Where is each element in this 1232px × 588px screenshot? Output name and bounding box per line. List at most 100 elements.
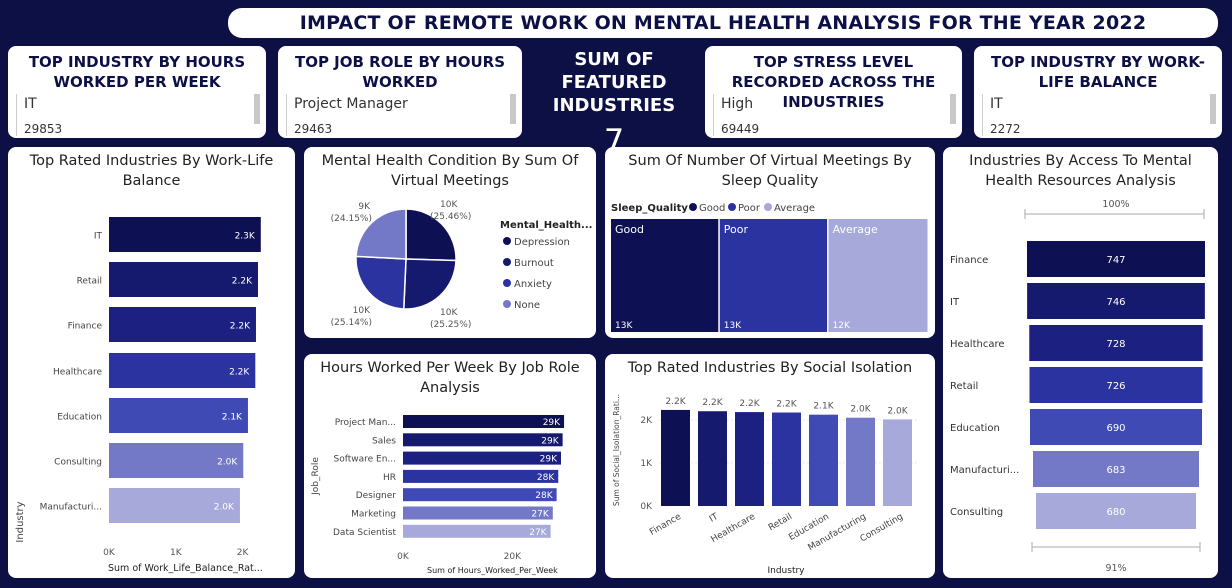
category-label: Healthcare — [53, 368, 103, 378]
legend-title: Sleep_Quality — [611, 203, 688, 214]
legend-marker — [503, 237, 511, 245]
kpi-title: TOP INDUSTRY BY HOURS WORKED PER WEEK — [28, 53, 246, 91]
data-label: 2.2K — [229, 368, 250, 378]
y-tick-label: 2K — [640, 416, 653, 426]
kpi-top-industry-hours[interactable]: TOP INDUSTRY BY HOURS WORKED PER WEEK IT… — [8, 46, 266, 138]
category-label: Marketing — [351, 510, 396, 520]
slice-value-label: 10K — [353, 306, 371, 316]
y-tick-label: 1K — [640, 459, 653, 469]
category-label: Consulting — [54, 458, 102, 468]
bottom-percent-label: 91% — [1105, 563, 1126, 574]
treemap-tile — [611, 219, 719, 332]
top-percent-label: 100% — [1102, 199, 1129, 210]
legend-label: Good — [699, 203, 725, 214]
category-label: Retail — [950, 381, 978, 392]
kpi-value: IT — [990, 96, 1003, 112]
y-tick-label: 0K — [640, 502, 653, 512]
x-tick-label: 20K — [504, 552, 522, 562]
category-label: Data Scientist — [333, 528, 396, 538]
legend-marker — [764, 203, 772, 211]
kpi-scrollbar[interactable] — [1210, 94, 1216, 124]
kpi-scrollbar[interactable] — [254, 94, 260, 124]
access-resources-funnel-panel[interactable]: Industries By Access To Mental Health Re… — [943, 147, 1218, 578]
sleep-quality-treemap-panel[interactable]: Sum Of Number Of Virtual Meetings By Sle… — [605, 147, 935, 338]
data-label: 2.2K — [739, 399, 760, 409]
bar — [846, 417, 875, 506]
data-label: 27K — [531, 510, 549, 520]
pie-slice — [405, 208, 457, 262]
kpi-scrollbar[interactable] — [950, 94, 956, 124]
data-label: 28K — [535, 491, 553, 501]
bar — [403, 433, 563, 447]
sleep-quality-treemap: Sleep_Quality Good Poor Average Good 13K Poor 1… — [611, 203, 928, 332]
slice-value-label: 9K — [358, 202, 371, 212]
kpi-divider — [713, 94, 714, 136]
kpi-top-stress-level[interactable]: TOP STRESS LEVEL RECORDED ACROSS THE IND… — [705, 46, 962, 138]
legend-marker — [503, 279, 511, 287]
slice-pct-label: (25.25%) — [430, 320, 471, 330]
category-label: Education — [950, 423, 1000, 434]
chart-title: Mental Health Condition By Sum Of Virtua… — [321, 153, 579, 189]
bar — [698, 411, 727, 506]
funnel-bar — [1033, 451, 1199, 487]
bar — [661, 409, 690, 506]
legend-marker — [728, 203, 736, 211]
kpi-title: SUM OF FEATURED INDUSTRIES — [552, 49, 676, 116]
tile-label: Poor — [724, 223, 749, 236]
legend-label: Anxiety — [514, 279, 552, 290]
mental-health-pie-chart: 10K (25.46%) 10K (25.25%) 10K (25.14%) 9K (24.1… — [331, 200, 593, 330]
category-label: Retail — [77, 277, 102, 287]
kpi-scrollbar[interactable] — [510, 94, 516, 124]
work-life-balance-chart-panel[interactable]: Top Rated Industries By Work-Life Balanc… — [8, 147, 295, 578]
x-axis-title: Sum of Work_Life_Balance_Rat... — [108, 563, 263, 574]
tile-label: Good — [615, 223, 644, 236]
treemap-tile — [828, 219, 928, 332]
bar — [809, 414, 838, 506]
bar — [109, 398, 248, 433]
funnel-bar — [1029, 325, 1203, 361]
data-label: 29K — [541, 436, 559, 446]
bar — [109, 353, 256, 388]
data-label: 2.3K — [235, 232, 256, 242]
legend-title: Mental_Health... — [500, 220, 592, 231]
data-label: 728 — [1106, 339, 1125, 350]
hours-job-role-chart-panel[interactable]: Hours Worked Per Week By Job Role Analys… — [304, 354, 596, 578]
category-label: Retail — [767, 512, 794, 533]
bar — [403, 451, 561, 465]
social-isolation-chart: Sum of Social_Isolation_Rati... 0K 1K 2K 2.2… — [612, 394, 919, 576]
social-isolation-chart-panel[interactable]: Top Rated Industries By Social Isolation… — [605, 354, 935, 578]
bar — [109, 488, 240, 523]
tile-value-label: 12K — [833, 321, 851, 331]
kpi-top-industry-work-life[interactable]: TOP INDUSTRY BY WORK-LIFE BALANCE IT 227… — [974, 46, 1222, 138]
data-label: 2.0K — [850, 405, 871, 415]
hours-job-role-chart: Job_Role Project Man... 29K Sales 29K Softwar… — [311, 415, 565, 575]
data-label: 2.2K — [232, 277, 253, 287]
chart-title: Hours Worked Per Week By Job Role Analys… — [320, 360, 580, 396]
treemap-tile — [719, 219, 828, 332]
x-tick-label: 1K — [170, 548, 183, 558]
mental-health-pie-panel[interactable]: Mental Health Condition By Sum Of Virtua… — [304, 147, 596, 338]
data-label: 2.0K — [887, 406, 908, 416]
y-axis-title: Sum of Social_Isolation_Rati... — [612, 394, 621, 506]
kpi-divider — [286, 94, 287, 136]
funnel-bar — [1027, 283, 1205, 319]
bar — [109, 443, 244, 478]
legend-label: Depression — [514, 237, 570, 248]
x-tick-label: 2K — [237, 548, 250, 558]
legend-marker — [689, 203, 697, 211]
kpi-number: 29463 — [294, 122, 333, 136]
data-label: 2.2K — [776, 400, 797, 410]
tile-value-label: 13K — [724, 321, 742, 331]
work-life-balance-chart: Industry IT 2.3K Retail 2.2K Finance 2.2K Healt… — [15, 217, 263, 574]
tile-label: Average — [833, 223, 878, 236]
funnel-bar — [1027, 241, 1205, 277]
chart-title: Top Rated Industries By Work-Life Balanc… — [29, 153, 274, 189]
category-label: Designer — [356, 491, 397, 501]
data-label: 726 — [1106, 381, 1125, 392]
kpi-divider — [982, 94, 983, 136]
bar — [403, 469, 559, 483]
kpi-top-job-role-hours[interactable]: TOP JOB ROLE BY HOURS WORKED Project Man… — [278, 46, 522, 138]
legend-marker — [503, 300, 511, 308]
bar — [403, 506, 553, 520]
chart-title: Sum Of Number Of Virtual Meetings By Sle… — [628, 153, 912, 189]
